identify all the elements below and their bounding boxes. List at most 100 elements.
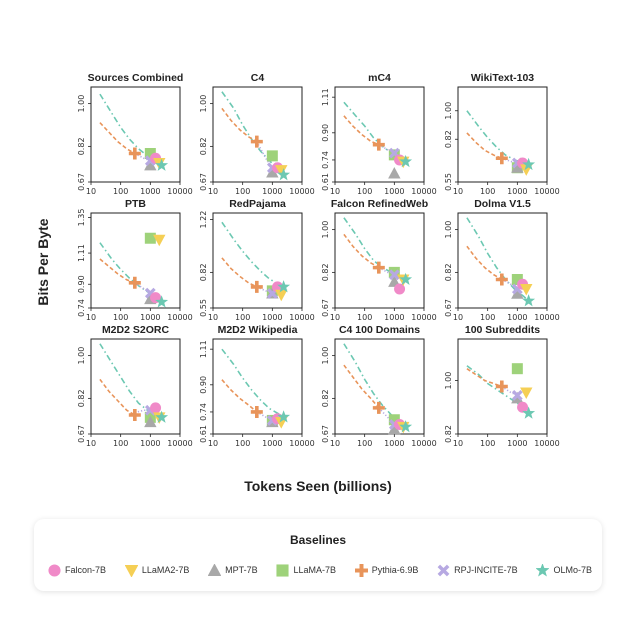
y-tick-label: 0.82 <box>77 137 86 155</box>
legend-title: Baselines <box>289 533 347 547</box>
y-tick-label: 0.74 <box>321 151 330 169</box>
point-olmo-7b <box>277 280 291 293</box>
y-tick-label: 0.82 <box>444 263 453 281</box>
y-tick-label: 1.00 <box>321 221 330 239</box>
x-axis-label: Tokens Seen (billions) <box>244 478 392 494</box>
y-tick-label: 0.61 <box>321 173 330 191</box>
point-olmo-7b <box>522 294 536 307</box>
legend-label: LLaMA-7B <box>293 565 336 575</box>
series-line-pythia-6-9b <box>221 107 258 143</box>
legend-marker-square-icon <box>276 563 290 577</box>
x-tick-label: 10 <box>208 313 218 322</box>
x-tick-label: 10000 <box>411 313 436 322</box>
legend-marker-x-icon <box>437 564 450 576</box>
point-pythia-6-9b <box>250 405 263 418</box>
panel-wikitext-103: WikiText-103 10 100 1000 10000 0.55 0.82 1.00 <box>444 72 560 196</box>
axes-frame <box>212 86 303 183</box>
point-mpt-7b <box>144 158 157 171</box>
panel-m2d2-s2orc: M2D2 S2ORC 10 100 1000 10000 0.67 0.82 1.00 <box>77 324 193 448</box>
x-tick-label: 10000 <box>289 187 314 196</box>
series-line-pythia-6-9b <box>99 378 136 416</box>
legend: Baselines Falcon-7B LLaMA2-7B MPT-7B LLaMA-… <box>34 519 602 591</box>
x-tick-label: 10 <box>453 313 463 322</box>
y-tick-label: 0.61 <box>199 425 208 443</box>
point-llama2-7b <box>275 165 288 177</box>
y-tick-label: 1.11 <box>77 244 86 262</box>
x-tick-label: 10 <box>330 439 340 448</box>
plot-area <box>221 348 285 422</box>
legend-marker <box>124 564 138 577</box>
y-tick-label: 1.11 <box>321 88 330 106</box>
panel-c4-100-domains: C4 100 Domains 10 100 1000 10000 0.67 0.82 1.00 <box>321 324 437 448</box>
point-mpt-7b <box>511 287 524 299</box>
series-line-rpj-incite-7b <box>501 385 518 397</box>
x-tick-label: 100 <box>113 313 128 322</box>
axes-frame <box>334 338 425 435</box>
legend-label: LLaMA2-7B <box>141 565 190 575</box>
panel-title: M2D2 Wikipedia <box>218 324 298 336</box>
point-pythia-6-9b <box>128 409 141 422</box>
point-llama2-7b <box>275 289 288 302</box>
panel-title: 100 Subreddits <box>465 324 540 336</box>
x-tick-label: 100 <box>480 439 495 448</box>
point-pythia-6-9b <box>495 273 508 286</box>
y-tick-label: 0.82 <box>444 425 453 443</box>
x-tick-label: 100 <box>357 439 372 448</box>
legend-marker-plus-icon <box>354 563 368 577</box>
point-olmo-7b <box>399 420 413 433</box>
point-pythia-6-9b <box>372 138 385 151</box>
axes-frame <box>334 86 425 183</box>
x-tick-label: 10 <box>330 187 340 196</box>
panel-sources-combined: Sources Combined 10 100 1000 10000 0.67 0.82 1.… <box>77 72 193 196</box>
y-tick-label: 1.00 <box>199 95 208 113</box>
x-tick-label: 100 <box>480 313 495 322</box>
x-tick-label: 1000 <box>262 439 282 448</box>
panel-title: WikiText-103 <box>471 72 534 84</box>
point-llama2-7b <box>153 234 166 247</box>
series-line-pythia-6-9b <box>99 258 136 284</box>
x-tick-label: 1000 <box>140 313 160 322</box>
legend-item-llama2-7b: LLaMA2-7B <box>124 564 190 577</box>
legend-marker-circle-icon <box>48 563 61 577</box>
y-tick-label: 1.11 <box>199 340 208 358</box>
panel-title: M2D2 S2ORC <box>102 324 170 336</box>
x-tick-label: 10 <box>330 313 340 322</box>
y-tick-label: 0.67 <box>321 299 330 317</box>
y-tick-label: 0.90 <box>199 376 208 394</box>
point-pythia-6-9b <box>372 261 385 274</box>
legend-marker <box>536 563 550 577</box>
panel-falcon-refinedweb: Falcon RefinedWeb 10 100 1000 10000 0.67 0.82 1… <box>321 198 437 322</box>
y-tick-label: 0.67 <box>77 425 86 443</box>
panel-title: C4 100 Domains <box>339 324 420 336</box>
series-line-pythia-6-9b <box>466 368 503 388</box>
legend-item-pythia-6-9b: Pythia-6.9B <box>354 563 418 577</box>
point-llama2-7b <box>520 387 533 399</box>
point-mpt-7b <box>144 415 157 428</box>
y-tick-label: 0.55 <box>444 173 453 191</box>
point-mpt-7b <box>388 167 401 179</box>
legend-label: OLMo-7B <box>553 565 592 575</box>
x-tick-label: 10 <box>453 439 463 448</box>
x-tick-label: 1000 <box>262 313 282 322</box>
panel-title: RedPajama <box>229 198 286 210</box>
point-pythia-6-9b <box>250 280 263 293</box>
axes-frame <box>457 338 548 435</box>
point-falcon-7b <box>517 401 529 413</box>
axes-frame <box>457 86 548 183</box>
x-tick-label: 100 <box>357 187 372 196</box>
y-tick-label: 0.67 <box>199 173 208 191</box>
y-tick-label: 1.00 <box>77 95 86 113</box>
series-line-pythia-6-9b <box>221 379 258 413</box>
axes-frame <box>90 86 181 183</box>
x-tick-label: 10000 <box>534 313 559 322</box>
x-tick-label: 1000 <box>507 313 527 322</box>
y-tick-label: 0.67 <box>321 425 330 443</box>
legend-marker-triangle-down-icon <box>124 564 138 577</box>
panel-c4: C4 10 100 1000 10000 0.67 0.82 1.00 <box>199 72 315 196</box>
series-line-olmo-7b <box>221 91 285 176</box>
point-falcon-7b <box>272 281 284 293</box>
point-llama-7b <box>144 148 156 159</box>
legend-label: Falcon-7B <box>65 565 107 575</box>
point-olmo-7b <box>155 158 169 171</box>
axes-frame <box>212 212 303 309</box>
